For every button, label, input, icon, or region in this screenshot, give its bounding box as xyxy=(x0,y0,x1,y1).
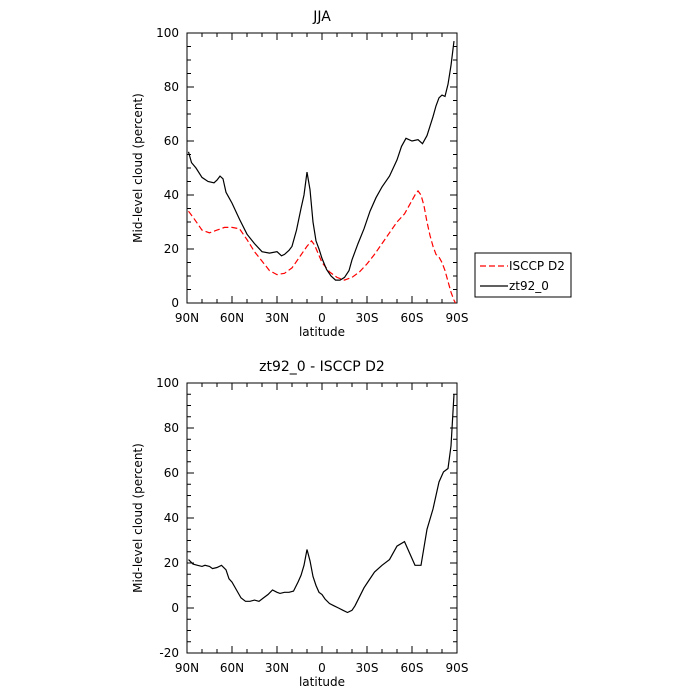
x-tick-label: 60N xyxy=(220,661,244,675)
legend-label: zt92_0 xyxy=(509,279,549,293)
x-tick-label: 30S xyxy=(356,311,379,325)
chart-title: JJA xyxy=(312,9,331,25)
x-tick-label: 0 xyxy=(318,311,326,325)
chart-1: JJA 90N 60N 30N 0 30S 60S 90S 0 20 40 60 80 100 latitu… xyxy=(131,9,572,339)
y-tick-label: -20 xyxy=(159,646,179,660)
x-axis-label: latitude xyxy=(299,675,345,689)
y-tick-label: 20 xyxy=(164,556,179,570)
x-tick-label: 90N xyxy=(175,661,199,675)
x-axis-label: latitude xyxy=(299,325,345,339)
x-tick-label: 60S xyxy=(401,311,424,325)
x-tick-label: 60N xyxy=(220,311,244,325)
series-line xyxy=(188,394,455,614)
legend-label: ISCCP D2 xyxy=(509,259,565,273)
y-axis-label: Mid-level cloud (percent) xyxy=(131,443,145,593)
legend-box xyxy=(474,252,572,298)
y-tick-label: 60 xyxy=(164,134,179,148)
plot-frame xyxy=(186,32,458,304)
series-line-isccp-d2 xyxy=(188,189,457,304)
x-tick-label: 30S xyxy=(356,661,379,675)
y-tick-label: 80 xyxy=(164,80,179,94)
y-tick-label: 100 xyxy=(156,26,179,40)
y-tick-label: 20 xyxy=(164,242,179,256)
chart-2: zt92_0 - ISCCP D2 90N 60N 30N 0 30S 60S 90S -20 0… xyxy=(131,359,468,689)
legend: ISCCP D2 zt92_0 xyxy=(474,252,572,298)
x-tick-label: 90S xyxy=(446,661,469,675)
x-tick-label: 60S xyxy=(401,661,424,675)
x-tick-label: 90S xyxy=(446,311,469,325)
y-tick-label: 60 xyxy=(164,466,179,480)
x-tick-label: 0 xyxy=(318,661,326,675)
plot-frame xyxy=(186,382,458,654)
y-tick-label: 0 xyxy=(171,601,179,615)
series-line-zt92-0 xyxy=(187,41,455,281)
x-tick-label: 90N xyxy=(175,311,199,325)
y-tick-label: 40 xyxy=(164,188,179,202)
x-tick-label: 30N xyxy=(265,311,289,325)
y-tick-label: 100 xyxy=(156,376,179,390)
x-tick-label: 30N xyxy=(265,661,289,675)
chart-title: zt92_0 - ISCCP D2 xyxy=(259,359,385,375)
y-axis-label: Mid-level cloud (percent) xyxy=(131,93,145,243)
y-tick-label: 0 xyxy=(171,296,179,310)
y-tick-label: 80 xyxy=(164,421,179,435)
y-tick-label: 40 xyxy=(164,511,179,525)
